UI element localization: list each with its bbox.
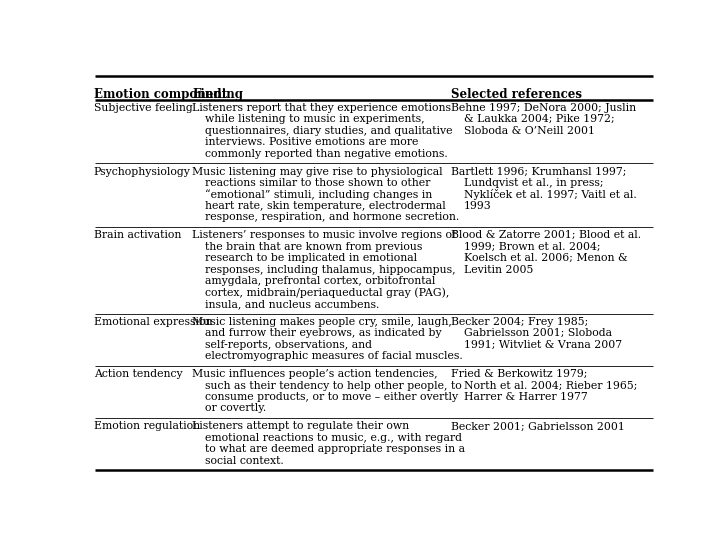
Text: Behne 1997; DeNora 2000; Juslin: Behne 1997; DeNora 2000; Juslin: [451, 103, 637, 113]
Text: Nyklíček et al. 1997; Vaitl et al.: Nyklíček et al. 1997; Vaitl et al.: [464, 190, 637, 200]
Text: Fried & Berkowitz 1979;: Fried & Berkowitz 1979;: [451, 369, 588, 379]
Text: Listeners’ responses to music involve regions of: Listeners’ responses to music involve re…: [192, 230, 457, 241]
Text: social context.: social context.: [205, 456, 284, 466]
Text: Emotion component: Emotion component: [94, 89, 227, 101]
Text: such as their tendency to help other people, to: such as their tendency to help other peo…: [205, 381, 462, 390]
Text: interviews. Positive emotions are more: interviews. Positive emotions are more: [205, 137, 418, 147]
Text: response, respiration, and hormone secretion.: response, respiration, and hormone secre…: [205, 212, 459, 222]
Text: Music influences people’s action tendencies,: Music influences people’s action tendenc…: [192, 369, 438, 379]
Text: research to be implicated in emotional: research to be implicated in emotional: [205, 253, 417, 263]
Text: the brain that are known from previous: the brain that are known from previous: [205, 242, 422, 252]
Text: Emotional expression: Emotional expression: [94, 317, 212, 327]
Text: Action tendency: Action tendency: [94, 369, 182, 379]
Text: self-reports, observations, and: self-reports, observations, and: [205, 340, 371, 350]
Text: 1991; Witvliet & Vrana 2007: 1991; Witvliet & Vrana 2007: [464, 340, 622, 350]
Text: 1993: 1993: [464, 201, 491, 211]
Text: 1999; Brown et al. 2004;: 1999; Brown et al. 2004;: [464, 242, 601, 252]
Text: Koelsch et al. 2006; Menon &: Koelsch et al. 2006; Menon &: [464, 253, 627, 263]
Text: Music listening may give rise to physiological: Music listening may give rise to physiol…: [192, 166, 443, 177]
Text: Levitin 2005: Levitin 2005: [464, 265, 533, 274]
Text: cortex, midbrain/periaqueductal gray (PAG),: cortex, midbrain/periaqueductal gray (PA…: [205, 287, 449, 298]
Text: heart rate, skin temperature, electrodermal: heart rate, skin temperature, electroder…: [205, 201, 446, 211]
Text: consume products, or to move – either overtly: consume products, or to move – either ov…: [205, 392, 458, 402]
Text: responses, including thalamus, hippocampus,: responses, including thalamus, hippocamp…: [205, 265, 455, 274]
Text: or covertly.: or covertly.: [205, 403, 266, 413]
Text: Becker 2004; Frey 1985;: Becker 2004; Frey 1985;: [451, 317, 589, 327]
Text: emotional reactions to music, e.g., with regard: emotional reactions to music, e.g., with…: [205, 433, 462, 443]
Text: Brain activation: Brain activation: [94, 230, 181, 241]
Text: Listeners report that they experience emotions: Listeners report that they experience em…: [192, 103, 451, 113]
Text: Bartlett 1996; Krumhansl 1997;: Bartlett 1996; Krumhansl 1997;: [451, 166, 627, 177]
Text: Finding: Finding: [192, 89, 244, 101]
Text: Blood & Zatorre 2001; Blood et al.: Blood & Zatorre 2001; Blood et al.: [451, 230, 642, 241]
Text: insula, and nucleus accumbens.: insula, and nucleus accumbens.: [205, 299, 379, 309]
Text: “emotional” stimuli, including changes in: “emotional” stimuli, including changes i…: [205, 190, 432, 200]
Text: electromyographic measures of facial muscles.: electromyographic measures of facial mus…: [205, 351, 462, 361]
Text: Becker 2001; Gabrielsson 2001: Becker 2001; Gabrielsson 2001: [451, 422, 625, 432]
Text: Lundqvist et al., in press;: Lundqvist et al., in press;: [464, 178, 603, 188]
Text: Harrer & Harrer 1977: Harrer & Harrer 1977: [464, 392, 587, 402]
Text: Emotion regulation: Emotion regulation: [94, 422, 200, 432]
Text: while listening to music in experiments,: while listening to music in experiments,: [205, 114, 425, 124]
Text: Subjective feeling: Subjective feeling: [94, 103, 193, 113]
Text: Sloboda & O’Neill 2001: Sloboda & O’Neill 2001: [464, 126, 595, 136]
Text: amygdala, prefrontal cortex, orbitofrontal: amygdala, prefrontal cortex, orbitofront…: [205, 276, 435, 286]
Text: commonly reported than negative emotions.: commonly reported than negative emotions…: [205, 149, 447, 158]
Text: reactions similar to those shown to other: reactions similar to those shown to othe…: [205, 178, 430, 188]
Text: Music listening makes people cry, smile, laugh,: Music listening makes people cry, smile,…: [192, 317, 452, 327]
Text: Psychophysiology: Psychophysiology: [94, 166, 190, 177]
Text: questionnaires, diary studies, and qualitative: questionnaires, diary studies, and quali…: [205, 126, 452, 136]
Text: Selected references: Selected references: [451, 89, 582, 101]
Text: North et al. 2004; Rieber 1965;: North et al. 2004; Rieber 1965;: [464, 381, 638, 390]
Text: to what are deemed appropriate responses in a: to what are deemed appropriate responses…: [205, 444, 465, 454]
Text: and furrow their eyebrows, as indicated by: and furrow their eyebrows, as indicated …: [205, 328, 441, 338]
Text: Listeners attempt to regulate their own: Listeners attempt to regulate their own: [192, 422, 409, 432]
Text: & Laukka 2004; Pike 1972;: & Laukka 2004; Pike 1972;: [464, 114, 614, 124]
Text: Gabrielsson 2001; Sloboda: Gabrielsson 2001; Sloboda: [464, 328, 612, 338]
